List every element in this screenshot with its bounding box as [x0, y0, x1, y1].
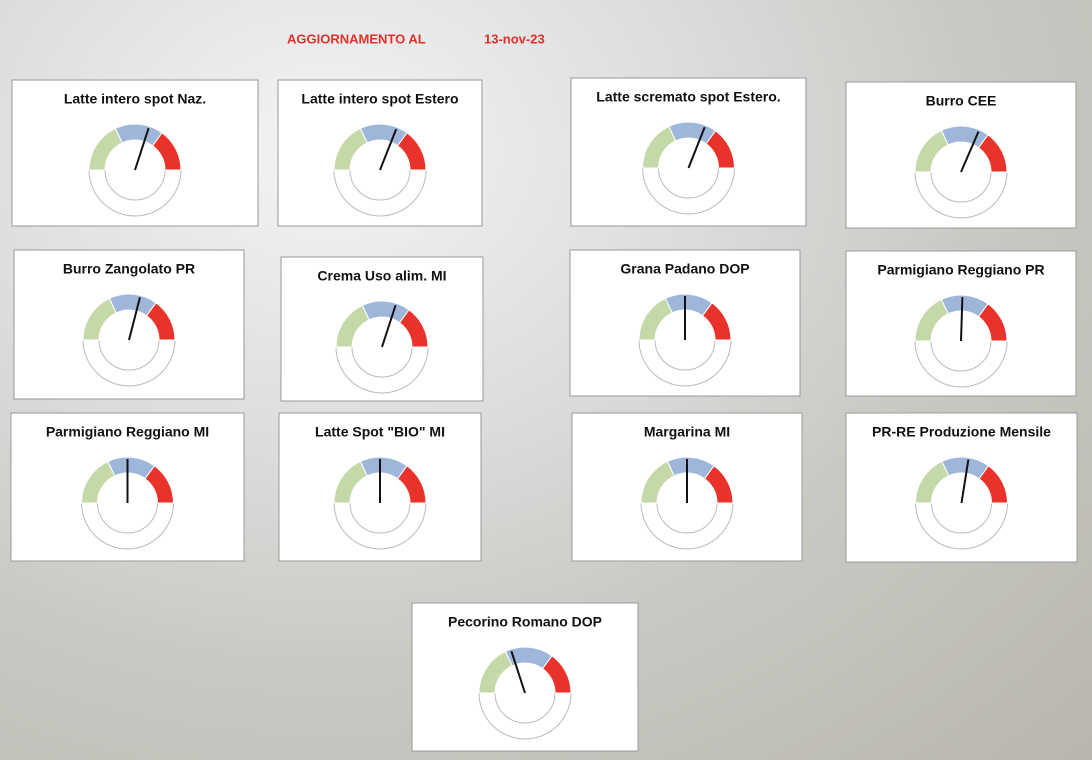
gauge-base — [82, 339, 176, 387]
gauge-band — [398, 309, 429, 348]
gauge-needle — [960, 131, 980, 173]
gauge-base — [914, 502, 1009, 550]
gauge-title: Latte intero spot Estero — [301, 91, 458, 107]
gauge-band — [541, 655, 572, 694]
gauge-needle — [134, 127, 150, 171]
gauge-band — [396, 132, 427, 171]
gauge-band — [978, 465, 1009, 504]
gauge-title: Burro Zangolato PR — [63, 261, 195, 277]
gauge-band — [151, 132, 182, 171]
gauge-base — [914, 340, 1008, 388]
gauge-base — [638, 339, 732, 387]
gauge-band — [705, 130, 736, 169]
gauge-title: PR-RE Produzione Mensile — [872, 424, 1051, 440]
gauge-base — [641, 167, 736, 215]
gauge-base — [335, 346, 429, 394]
gauge-needle — [379, 128, 398, 171]
update-date: 13-nov-23 — [484, 31, 545, 46]
gauge-needle — [128, 297, 141, 341]
gauge-band — [145, 302, 176, 341]
gauge-band — [396, 465, 427, 504]
gauge-base — [914, 171, 1008, 219]
gauge-title: Grana Padano DOP — [620, 261, 749, 277]
gauge-title: Parmigiano Reggiano PR — [877, 262, 1044, 278]
gauge-title: Latte scremato spot Estero. — [596, 89, 780, 105]
gauge-title: Latte intero spot Naz. — [64, 91, 206, 107]
gauge-base — [478, 692, 572, 740]
gauge-title: Crema Uso alim. MI — [317, 268, 446, 284]
gauge-title: Latte Spot "BIO" MI — [315, 424, 445, 440]
gauge-needle — [687, 126, 706, 169]
gauge-band — [977, 134, 1008, 173]
gauge-band — [977, 303, 1008, 342]
gauge-band — [144, 465, 175, 504]
gauge-base — [88, 169, 182, 217]
gauge-band — [703, 465, 734, 504]
gauge-base — [333, 502, 427, 550]
gauge-title: Burro CEE — [926, 93, 997, 109]
gauge-title: Pecorino Romano DOP — [448, 614, 602, 630]
update-label: AGGIORNAMENTO AL — [287, 31, 426, 46]
gauge-needle — [510, 650, 526, 694]
gauge-needle — [960, 296, 964, 342]
gauge-base — [640, 502, 734, 550]
gauge-base — [80, 502, 175, 550]
gauge-title: Margarina MI — [644, 424, 730, 440]
gauge-band — [701, 302, 732, 341]
gauge-base — [333, 169, 427, 217]
gauge-needle — [960, 459, 970, 504]
gauge-title: Parmigiano Reggiano MI — [46, 424, 209, 440]
gauge-needle — [381, 304, 397, 348]
